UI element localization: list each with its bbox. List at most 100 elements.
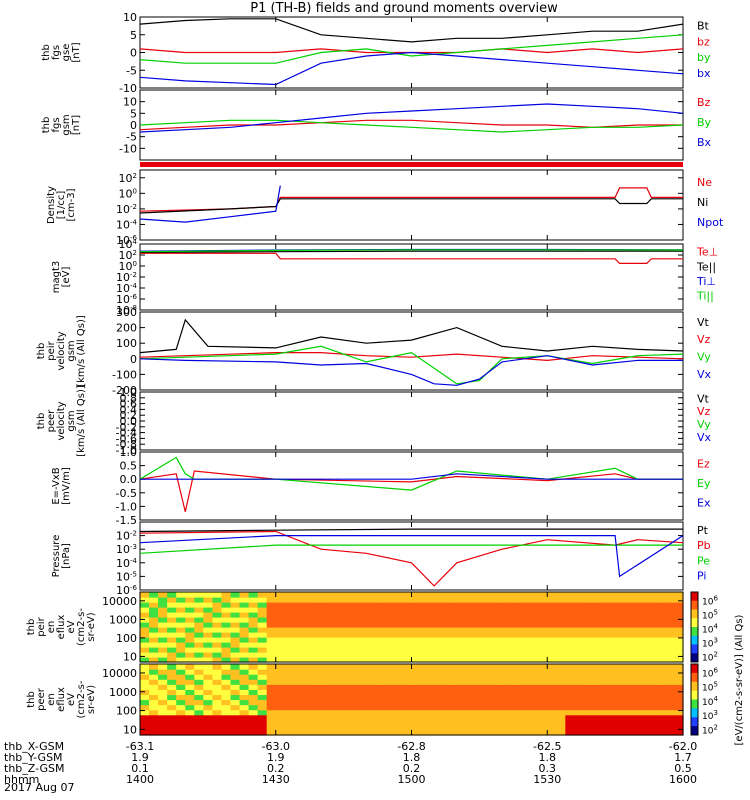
heatmap-cell [447,664,458,670]
heatmap-cell [248,652,259,658]
series-bx-line [139,51,684,86]
heatmap-cell [511,612,521,618]
legend-Vt: Vt [697,392,710,405]
heatmap-cell [520,709,530,716]
heatmap-cell [520,679,530,685]
heatmap-cell [429,637,440,643]
heatmap-cell [538,669,548,675]
heatmap-cell [610,684,621,690]
heatmap-cell [655,679,666,685]
heatmap-cell [348,657,358,663]
heatmap-cell [221,597,232,603]
heatmap-cell [330,689,340,696]
heatmap-cell [357,612,367,618]
heatmap-cell [275,602,286,608]
heatmap-cell [664,617,675,623]
heatmap-cell [520,699,530,706]
heatmap-cell [637,709,648,716]
y-tick-label: 10-4 [116,557,138,570]
series-Pt-line [139,528,683,533]
heatmap-cell [176,674,186,680]
y-tick-label: 10-4 [116,282,138,295]
heatmap-cell [402,729,413,736]
heatmap-cell [402,664,413,670]
heatmap-cell [411,689,422,696]
heatmap-cell [357,657,367,663]
heatmap-cell [212,622,223,628]
heatmap-cell [601,689,612,696]
heatmap-cell [492,627,503,633]
heatmap-cell [592,729,603,736]
heatmap-cell [239,652,250,658]
heatmap-cell [438,709,449,716]
heatmap-cell [221,592,232,598]
heatmap-cell [185,642,195,648]
heatmap-cell [257,592,268,598]
heatmap-cell [474,607,485,613]
heatmap-cell [311,714,322,721]
heatmap-cell [203,617,213,623]
heatmap-cell [257,647,268,653]
heatmap-cell [483,617,494,623]
heatmap-cell [248,622,259,628]
heatmap-cell [673,684,684,690]
heatmap-cell [628,592,639,598]
heatmap-cell [321,699,331,706]
heatmap-cell [384,627,394,633]
heatmap-cell [520,612,530,618]
heatmap-cell [176,704,186,711]
heatmap-cell [673,647,684,653]
heatmap-cell [311,664,322,670]
heatmap-cell [321,597,331,603]
colorbar-tick: 102 [702,650,718,663]
y-tick-label: 1.0 [120,446,138,459]
heatmap-cell [266,699,277,706]
heatmap-cell [194,694,204,701]
heatmap-cell [167,709,177,716]
heatmap-cell [257,714,268,721]
heatmap-cell [646,669,657,675]
heatmap-cell [185,627,195,633]
heatmap-cell [185,592,195,598]
heatmap-cell [465,607,476,613]
orbit-value: -62.8 [397,740,425,753]
heatmap-cell [293,689,304,696]
heatmap-cell [167,719,177,726]
heatmap-cell [456,627,467,633]
legend-Ex: Ex [697,496,711,509]
heatmap-cell [456,597,467,603]
heatmap-cell [655,647,666,653]
heatmap-cell [357,637,367,643]
heatmap-cell [257,699,268,706]
series-Ni-line [139,198,683,214]
heatmap-cell [447,607,458,613]
heatmap-cell [402,657,413,663]
heatmap-cell [556,669,566,675]
heatmap-cell [456,642,467,648]
heatmap-cell [221,617,232,623]
heatmap-cell [511,724,521,731]
heatmap-cell [646,719,657,726]
heatmap-cell [511,689,521,696]
heatmap-cell [538,632,548,638]
heatmap-cell [547,704,557,711]
heatmap-cell [293,679,304,685]
heatmap-cell [167,699,177,706]
heatmap-cell [456,617,467,623]
heatmap-cell [438,617,449,623]
colorbar-tick: 104 [702,695,718,708]
heatmap-cell [275,669,286,675]
series-Ez-line [139,470,683,512]
heatmap-cell [311,669,322,675]
heatmap-cell [429,632,440,638]
colorbar-tick: 104 [702,622,718,635]
heatmap-cell [248,647,259,653]
heatmap-cell [330,704,340,711]
heatmap-cell [221,719,232,726]
heatmap-cell [619,674,630,680]
heatmap-cell [456,689,467,696]
heatmap-cell [203,664,213,670]
heatmap-cell [384,664,394,670]
y-label-line: en [46,621,57,634]
